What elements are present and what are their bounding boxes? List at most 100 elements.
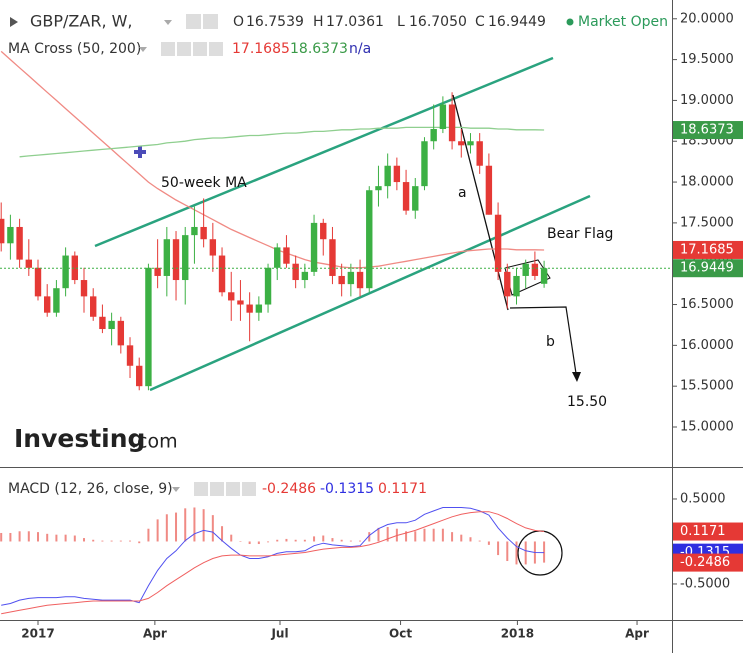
histogram-bar (92, 539, 95, 542)
candle-body (375, 186, 382, 191)
candle-body (154, 267, 161, 276)
candle-body (283, 247, 290, 264)
candle-body (384, 165, 391, 187)
y-tick-label: 19.5000 (680, 52, 734, 67)
candle-body (439, 104, 447, 129)
candle-body (448, 104, 456, 142)
annotation: Bear Flag (547, 226, 613, 242)
candle-body (218, 255, 226, 293)
x-tick-label: 2018 (501, 627, 534, 641)
candle-body (421, 141, 428, 187)
x-tick-label: Apr (625, 627, 649, 641)
candle-body (393, 165, 401, 183)
histogram-bar (340, 539, 343, 542)
histogram-bar (211, 515, 214, 542)
y-tick-label: 16.5000 (680, 297, 734, 312)
candle-body (320, 222, 327, 240)
histogram-bar (285, 538, 288, 542)
y-tick-label: 17.5000 (680, 215, 734, 230)
symbol-title: GBP/ZAR, W, (30, 12, 133, 31)
histogram-bar (119, 540, 122, 542)
histogram-bar (110, 540, 113, 542)
logo: Investing (14, 424, 145, 453)
histogram-bar (257, 541, 260, 545)
histogram-bar (175, 512, 178, 542)
candle-body (264, 267, 272, 305)
ohlc-value: 16.7050 (409, 14, 467, 30)
indicator-title: MA Cross (50, 200) (8, 41, 141, 57)
histogram-bar (156, 519, 159, 542)
toolbar-icons[interactable] (194, 482, 256, 496)
histogram-bar (331, 538, 334, 542)
macd-tag-label: 0.1171 (680, 524, 726, 539)
y-tick-label: 19.0000 (680, 93, 734, 108)
candle-body (117, 320, 125, 346)
candle-body (513, 275, 520, 297)
macd-tag (673, 553, 743, 572)
histogram-bar (46, 533, 49, 542)
histogram-bar (441, 528, 444, 542)
x-tick-label: Oct (389, 627, 412, 641)
ohlc-name: O (233, 14, 244, 30)
candle-body (540, 268, 548, 284)
histogram-bar (515, 541, 518, 565)
candle-body (531, 263, 539, 276)
candle-body (476, 141, 483, 166)
candle-body (356, 271, 364, 289)
histogram-bar (230, 534, 233, 542)
dropdown[interactable] (172, 487, 180, 492)
histogram-bar (303, 539, 306, 542)
candle-body (228, 292, 235, 301)
toolbar-icons[interactable] (161, 42, 223, 56)
x-tick-label: Jul (270, 627, 288, 641)
candle-body (237, 300, 244, 305)
x-tick-label: 2017 (21, 627, 54, 641)
ohlc-value: 17.0361 (326, 14, 384, 30)
histogram-bar (543, 541, 546, 563)
candle-body (255, 304, 263, 313)
histogram-bar (460, 534, 463, 542)
y-tick-label: 20.0000 (680, 11, 734, 26)
histogram-bar (487, 541, 490, 545)
dropdown[interactable] (139, 47, 147, 52)
logo: .com (131, 431, 178, 453)
annotation: b (546, 334, 555, 350)
price-tag-label: 18.6373 (680, 123, 734, 138)
y-tick-label: 15.0000 (680, 419, 734, 434)
histogram-bar (451, 532, 454, 542)
indicator-value: -0.1315 (320, 481, 374, 497)
candle-body (485, 165, 493, 215)
candle-body (90, 296, 97, 317)
dropdown[interactable] (164, 20, 172, 25)
candle-body (209, 239, 217, 256)
status-dot (566, 18, 574, 26)
candle-body (274, 247, 281, 268)
ohlc-name: L (397, 14, 405, 30)
histogram-bar (138, 541, 141, 544)
indicator-value: -0.2486 (262, 481, 316, 497)
x-tick-label: Apr (143, 627, 167, 641)
histogram-bar (497, 541, 500, 556)
candle-body (16, 226, 23, 260)
y-tick-label: 18.0000 (680, 175, 734, 190)
candle-body (200, 226, 207, 240)
candle-body (467, 141, 474, 146)
histogram-bar (221, 526, 224, 542)
histogram-bar (294, 539, 297, 542)
toolbar-icons[interactable] (186, 14, 218, 29)
collapse-arrow[interactable] (10, 17, 18, 27)
histogram-bar (276, 539, 279, 542)
histogram-bar (506, 541, 509, 562)
histogram-bar (239, 541, 242, 542)
histogram-bar (27, 531, 30, 542)
histogram-bar (359, 540, 362, 542)
candle-body (522, 263, 529, 276)
candle-body (182, 235, 189, 281)
histogram-bar (147, 528, 150, 542)
histogram-bar (37, 532, 40, 542)
candle-body (347, 271, 355, 285)
candle-body (0, 218, 5, 244)
ohlc-name: C (475, 14, 485, 30)
candle-body (34, 267, 42, 297)
